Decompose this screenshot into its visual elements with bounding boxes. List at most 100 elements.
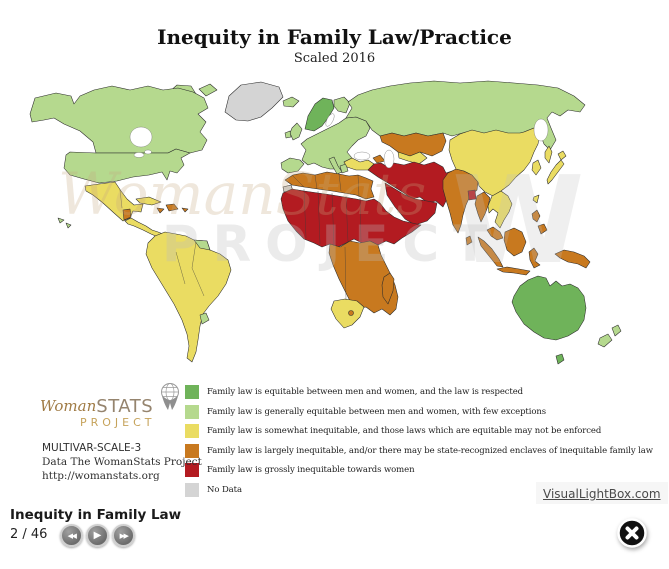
region-scandinavia <box>304 97 335 132</box>
globe-hands-icon <box>155 381 185 415</box>
double-right-arrow-icon: ▶▶ <box>119 531 129 540</box>
region-iceland <box>282 96 300 108</box>
region-hawaii <box>57 217 72 229</box>
world-choropleth-map <box>29 80 622 365</box>
region-sakhalin <box>544 145 553 164</box>
region-hokkaido <box>557 150 567 161</box>
legend-item: Family law is equitable between men and … <box>185 385 653 399</box>
region-finland <box>333 96 351 114</box>
legend-swatch <box>185 404 199 419</box>
region-java <box>496 266 531 276</box>
region-bangladesh <box>467 189 477 201</box>
region-caucasus <box>372 154 386 164</box>
page-title: Inequity in Family Law/Practice <box>157 25 512 49</box>
close-button[interactable] <box>615 516 649 550</box>
region-arabia <box>384 182 438 226</box>
region-lesotho <box>348 310 354 316</box>
region-south-america <box>145 231 232 363</box>
region-sri-lanka <box>465 235 473 246</box>
region-usa <box>63 148 191 184</box>
region-central-southern-africa <box>328 240 399 316</box>
play-icon: ▶ <box>93 530 102 541</box>
region-india <box>442 168 479 234</box>
region-philippines <box>531 209 541 223</box>
region-iberia <box>280 157 305 174</box>
region-central-asia <box>379 132 447 157</box>
country-borders <box>119 173 362 301</box>
region-indochina <box>487 190 513 229</box>
legend-swatch <box>185 443 199 458</box>
region-sumatra <box>477 236 504 268</box>
region-south-africa <box>330 298 365 329</box>
source-url: http://womanstats.org <box>42 470 160 482</box>
caspian-sea <box>383 149 395 169</box>
region-uk <box>289 122 303 141</box>
great-lakes <box>144 149 152 155</box>
region-puerto-rico <box>181 207 189 213</box>
slideshow-controls: ◀◀ ▶ ▶▶ <box>60 524 135 547</box>
region-philippines <box>537 223 548 235</box>
title-block: Inequity in Family Law/Practice Scaled 2… <box>0 26 669 66</box>
map-legend: Family law is equitable between men and … <box>185 385 653 502</box>
legend-item: Family law is somewhat inequitable, and … <box>185 424 653 438</box>
region-borneo <box>503 227 527 257</box>
scale-id: MULTIVAR-SCALE-3 <box>42 442 142 454</box>
region-sulawesi <box>528 247 541 269</box>
region-central-america <box>124 217 164 238</box>
close-icon <box>617 518 647 548</box>
play-button[interactable]: ▶ <box>86 524 109 547</box>
region-europe <box>300 116 371 170</box>
sea-of-okhotsk <box>533 118 549 142</box>
region-tasmania <box>555 353 565 365</box>
region-australia <box>511 275 587 341</box>
region-new-guinea <box>554 249 591 269</box>
region-jamaica <box>156 207 165 214</box>
logo-caps-text: STATS <box>96 395 154 417</box>
legend-item: Family law is generally equitable betwee… <box>185 404 653 419</box>
region-uruguay <box>199 312 210 325</box>
data-credits: MULTIVAR-SCALE-3 Data The WomanStats Pro… <box>42 442 202 484</box>
region-mexico <box>84 181 144 222</box>
legend-swatch <box>185 424 199 438</box>
region-new-zealand <box>597 333 613 348</box>
region-ireland <box>284 130 292 139</box>
legend-swatch <box>185 385 199 399</box>
region-greece <box>339 163 349 174</box>
legend-swatch <box>185 463 199 477</box>
visuallightbox-badge: VisualLightBox.com <box>536 482 668 504</box>
region-hispaniola <box>165 203 179 212</box>
legend-label: No Data <box>207 484 242 495</box>
previous-button[interactable]: ◀◀ <box>60 524 83 547</box>
legend-label: Family law is generally equitable betwee… <box>207 406 547 417</box>
region-north-africa <box>284 171 375 200</box>
double-left-arrow-icon: ◀◀ <box>67 531 77 540</box>
logo-project-text: PROJECT <box>80 416 156 429</box>
region-arctic-islands <box>198 83 218 97</box>
region-korea <box>531 159 542 176</box>
region-canada <box>29 85 209 154</box>
region-cuba <box>135 196 162 206</box>
region-japan <box>546 159 565 185</box>
baltic-sea <box>325 113 335 127</box>
region-new-zealand <box>611 324 622 337</box>
legend-label: Family law is largely inequitable, and/o… <box>207 445 653 456</box>
visuallightbox-link[interactable]: VisualLightBox.com <box>543 487 661 501</box>
region-guyanas <box>193 239 211 251</box>
logo-script-text: Woman <box>40 397 97 415</box>
region-uzbekistan <box>397 151 428 165</box>
lightbox-counter: 2 / 46 <box>10 527 48 542</box>
page-subtitle: Scaled 2016 <box>293 51 376 66</box>
next-button[interactable]: ▶▶ <box>112 524 135 547</box>
womanstats-logo: Woman STATS PROJECT <box>40 381 190 433</box>
legend-label: Family law is somewhat inequitable, and … <box>207 426 602 436</box>
region-sahel-horn-africa <box>280 188 422 248</box>
hudson-bay <box>129 126 153 148</box>
region-china-mongolia <box>448 127 541 197</box>
data-source: Data The WomanStats Project <box>42 456 202 468</box>
legend-label: Family law is grossly inequitable toward… <box>207 465 415 475</box>
region-madagascar <box>381 272 395 305</box>
region-myanmar <box>474 191 491 223</box>
legend-label: Family law is equitable between men and … <box>207 387 524 397</box>
legend-swatch <box>185 482 199 497</box>
